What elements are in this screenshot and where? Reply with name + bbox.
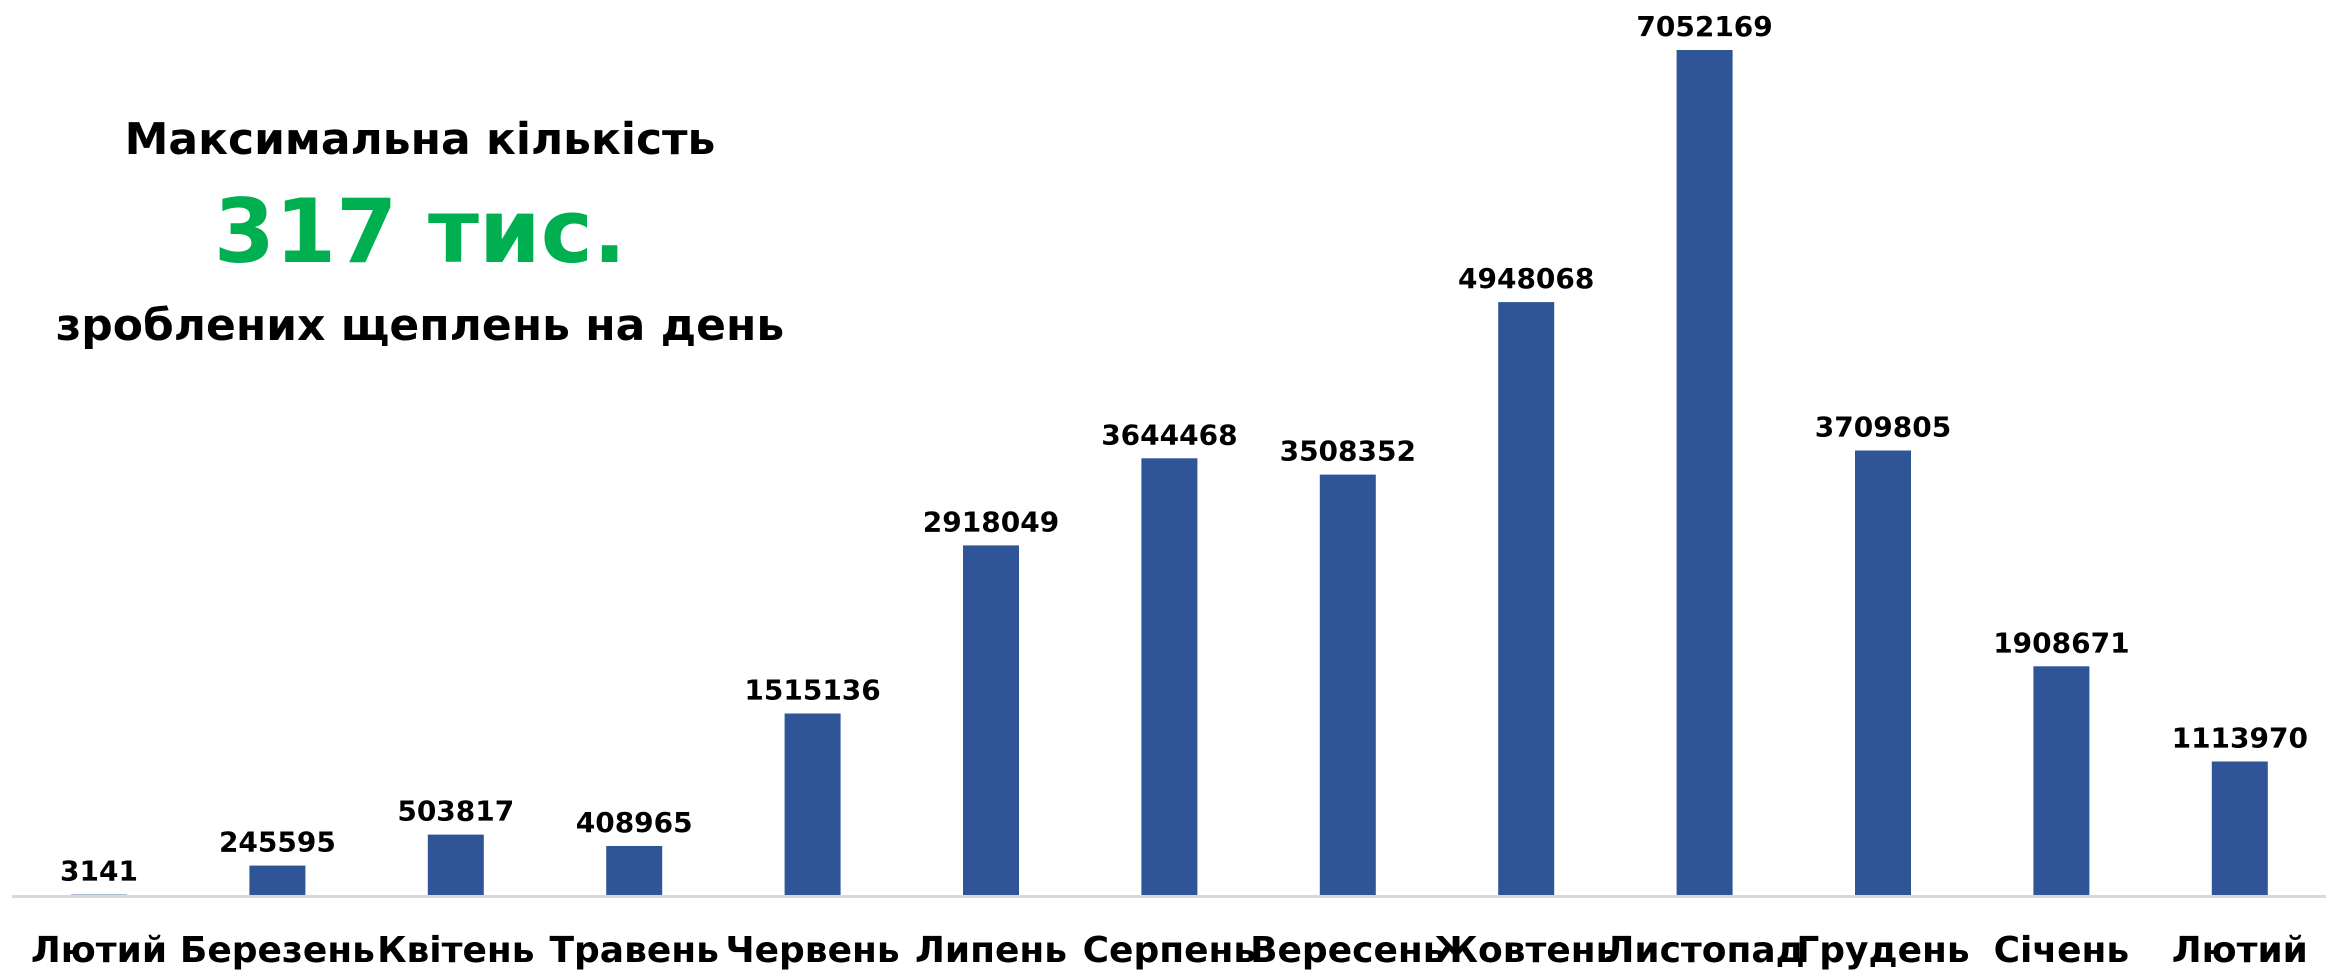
bar bbox=[1855, 450, 1911, 895]
bar bbox=[1676, 50, 1733, 895]
category-label: Січень bbox=[1994, 930, 2130, 971]
bar bbox=[249, 865, 306, 895]
annotation-highlight-value: 317 тис. bbox=[213, 180, 627, 283]
bar-value-label: 1908671 bbox=[1993, 626, 2129, 659]
bar-value-label: 7052169 bbox=[1636, 10, 1772, 43]
bar bbox=[2033, 666, 2090, 895]
bar-value-label: 1113970 bbox=[2172, 722, 2308, 755]
bar bbox=[1141, 458, 1198, 895]
bar bbox=[1498, 302, 1555, 896]
value-labels-group: 3141 245595 503817 408965 1515136 2918049 3644… bbox=[60, 10, 2308, 888]
bar-value-label: 3508352 bbox=[1280, 435, 1416, 468]
bar bbox=[784, 713, 841, 895]
category-labels-group: Лютий Березень Квітень Травень Червень Липень… bbox=[31, 930, 2308, 971]
bar bbox=[606, 846, 663, 895]
bar-value-label: 503817 bbox=[397, 795, 514, 828]
category-label: Березень bbox=[180, 930, 375, 971]
bar bbox=[2211, 761, 2268, 895]
category-label: Травень bbox=[549, 930, 718, 971]
bar-value-label: 3644468 bbox=[1101, 418, 1237, 451]
category-label: Лютий bbox=[31, 930, 167, 971]
category-label: Квітень bbox=[377, 930, 534, 971]
category-label: Лютий bbox=[2172, 930, 2308, 971]
category-label: Липень bbox=[915, 930, 1067, 971]
annotation-line-3: зроблених щеплень на день bbox=[55, 300, 785, 351]
max-vaccinations-annotation: Максимальна кількість 317 тис. зроблених… bbox=[40, 108, 800, 358]
bar bbox=[1319, 474, 1376, 895]
category-label: Жовтень bbox=[1434, 930, 1619, 971]
bar-value-label: 245595 bbox=[219, 826, 336, 859]
bar-value-label: 1515136 bbox=[744, 674, 880, 707]
bar-value-label: 2918049 bbox=[923, 505, 1059, 538]
bar-value-label: 3141 bbox=[60, 855, 138, 888]
bar-value-label: 3709805 bbox=[1815, 411, 1951, 444]
bar-value-label: 4948068 bbox=[1458, 262, 1594, 295]
category-label: Вересень bbox=[1250, 930, 1445, 971]
category-label: Червень bbox=[726, 930, 900, 971]
bars-group bbox=[71, 50, 2268, 896]
category-label: Грудень bbox=[1796, 930, 1969, 971]
bar bbox=[963, 545, 1019, 895]
bar-value-label: 408965 bbox=[576, 806, 693, 839]
category-label: Серпень bbox=[1083, 930, 1257, 971]
annotation-line-1: Максимальна кількість bbox=[124, 114, 716, 165]
category-label: Листопад bbox=[1604, 930, 1804, 971]
bar bbox=[427, 834, 484, 895]
